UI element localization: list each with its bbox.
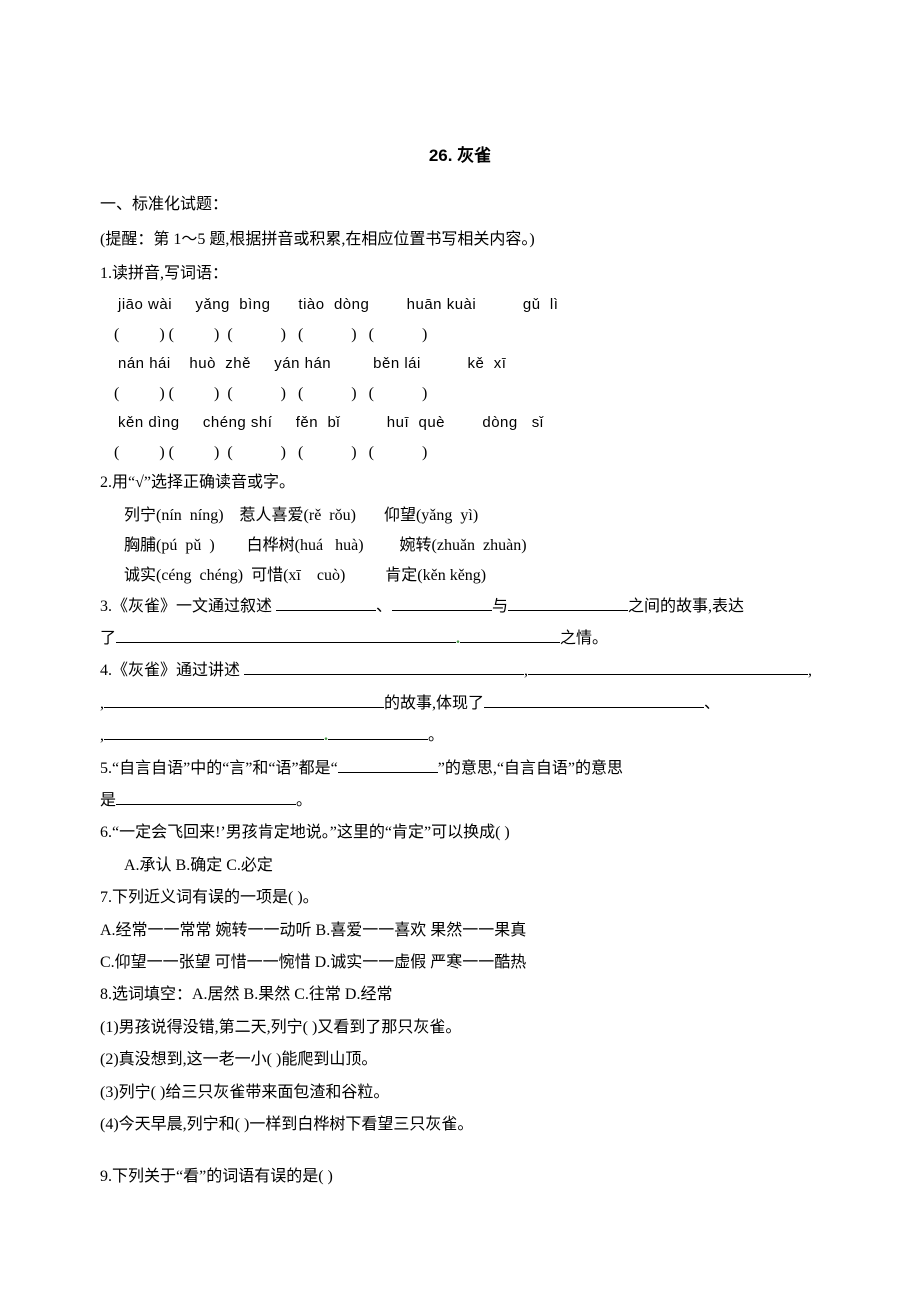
- q5-text: 5.“自言自语”中的“言”和“语”都是“: [100, 760, 338, 777]
- q1-paren-row: ( ) ( ) ( ) ( ) ( ): [100, 320, 820, 350]
- punct: ,: [808, 662, 812, 679]
- blank: [392, 595, 492, 611]
- blank: [276, 595, 376, 611]
- q3-text: 、: [376, 598, 392, 615]
- q8-stem: 8.选词填空：A.居然 B.果然 C.往常 D.经常: [100, 980, 820, 1010]
- spacer: [100, 1142, 820, 1162]
- q7-stem: 7.下列近义词有误的一项是( )。: [100, 883, 820, 913]
- q4-line1: 4.《灰雀》通过讲述 ,,: [100, 656, 820, 686]
- q9-stem: 9.下列关于“看”的词语有误的是( ): [100, 1162, 820, 1192]
- q5-text: ”的意思,“自言自语”的意思: [438, 760, 623, 777]
- blank: [484, 692, 704, 708]
- q8-item: (3)列宁( )给三只灰雀带来面包渣和谷粒。: [100, 1078, 820, 1108]
- q5-text: 。: [296, 792, 312, 809]
- q1-pinyin-row: kěn dìng chéng shí fěn bǐ huī què dòng s…: [100, 409, 820, 438]
- q4-line3: ,.。: [100, 721, 820, 751]
- q1-paren-row: ( ) ( ) ( ) ( ) ( ): [100, 438, 820, 468]
- q2-line: 胸脯(pú pǔ ) 白桦树(huá huà) 婉转(zhuǎn zhuàn): [100, 531, 820, 561]
- blank: [328, 724, 428, 740]
- q3-text: 了: [100, 630, 116, 647]
- q5-line2: 是。: [100, 786, 820, 816]
- lesson-title: 26. 灰雀: [100, 140, 820, 172]
- blank: [244, 659, 524, 675]
- q6-options: A.承认 B.确定 C.必定: [100, 851, 820, 881]
- blank: [528, 659, 808, 675]
- q3-text: 之间的故事,表达: [628, 598, 744, 615]
- blank: [104, 692, 384, 708]
- q2-line: 诚实(céng chéng) 可惜(xī cuò) 肯定(kěn kěng): [100, 561, 820, 591]
- q3-text: 3.《灰雀》一文通过叙述: [100, 598, 276, 615]
- q1-pinyin-row: jiāo wài yǎng bìng tiào dòng huān kuài g…: [100, 291, 820, 320]
- tip-text: (提醒：第 1～5 题,根据拼音或积累,在相应位置书写相关内容。): [100, 225, 820, 255]
- q8-item: (2)真没想到,这一老一小( )能爬到山顶。: [100, 1045, 820, 1075]
- q5-line1: 5.“自言自语”中的“言”和“语”都是“ ”的意思,“自言自语”的意思: [100, 754, 820, 784]
- q6-stem: 6.“一定会飞回来!’男孩肯定地说。”这里的“肯定”可以换成( ): [100, 818, 820, 848]
- blank: [460, 627, 560, 643]
- q3-text: 之情。: [560, 630, 608, 647]
- q3-text: 与: [492, 598, 508, 615]
- blank: [104, 724, 324, 740]
- q2-stem: 2.用“√”选择正确读音或字。: [100, 468, 820, 498]
- q8-item: (4)今天早晨,列宁和( )一样到白桦树下看望三只灰雀。: [100, 1110, 820, 1140]
- q7-line: A.经常一一常常 婉转一一动听 B.喜爱一一喜欢 果然一一果真: [100, 916, 820, 946]
- q5-text: 是: [100, 792, 116, 809]
- q4-text: 4.《灰雀》通过讲述: [100, 662, 244, 679]
- q4-line2: ,的故事,体现了、: [100, 689, 820, 719]
- q7-line: C.仰望一一张望 可惜一一惋惜 D.诚实一一虚假 严寒一一酷热: [100, 948, 820, 978]
- section-1-heading: 一、标准化试题：: [100, 190, 820, 220]
- blank: [508, 595, 628, 611]
- blank: [116, 627, 456, 643]
- q3-line2: 了.之情。: [100, 624, 820, 654]
- q1-pinyin-row: nán hái huò zhě yán hán běn lái kě xī: [100, 350, 820, 379]
- q4-text: 。: [428, 727, 444, 744]
- blank: [116, 789, 296, 805]
- punct: 、: [704, 695, 720, 712]
- q1-stem: 1.读拼音,写词语：: [100, 259, 820, 289]
- q4-text: 的故事,体现了: [384, 695, 484, 712]
- blank: [338, 757, 438, 773]
- q8-item: (1)男孩说得没错,第二天,列宁( )又看到了那只灰雀。: [100, 1013, 820, 1043]
- q3-line1: 3.《灰雀》一文通过叙述 、 与 之间的故事,表达: [100, 592, 820, 622]
- q2-line: 列宁(nín níng) 惹人喜爱(rě rǒu) 仰望(yǎng yì): [100, 501, 820, 531]
- q1-paren-row: ( ) ( ) ( ) ( ) ( ): [100, 379, 820, 409]
